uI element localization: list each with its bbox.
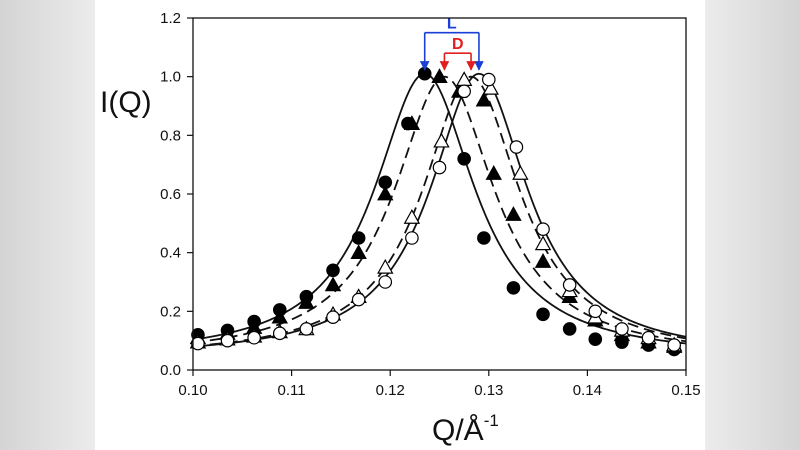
filled-triangles-marker (534, 253, 552, 268)
figure-panel (95, 0, 705, 450)
open-circles-marker (220, 333, 235, 348)
y-tick-label: 0.2 (160, 303, 181, 320)
open-triangles-marker (482, 79, 499, 95)
y-tick-label: 1.0 (160, 69, 181, 86)
x-tick-label: 0.12 (376, 382, 405, 399)
open-triangles-marker (403, 209, 421, 224)
x-tick-label: 0.10 (178, 382, 207, 399)
peak-annotations: LD (419, 16, 484, 71)
y-tick-label: 0.0 (160, 362, 181, 379)
open-circles-marker (562, 278, 577, 292)
filled-triangles-marker (475, 91, 493, 107)
filled-circles-marker (536, 307, 550, 322)
open-circles-marker (457, 84, 471, 99)
filled-triangles-marker (377, 185, 394, 201)
filled-circles-marker (477, 231, 491, 245)
filled-circles-marker (326, 263, 340, 278)
fit-curves (192, 72, 687, 348)
open-circles-marker (536, 222, 550, 236)
filled-triangles-marker (298, 294, 315, 309)
y-tick-label: 0.4 (160, 245, 181, 262)
open-circles-marker (615, 322, 629, 336)
open-circles-marker (481, 72, 496, 87)
x-tick-label: 0.11 (278, 382, 306, 399)
y-tick-label: 1.2 (160, 10, 181, 27)
filled-triangles-marker (485, 165, 502, 180)
filled-triangles-marker (324, 276, 342, 292)
open-triangles-marker (534, 235, 552, 251)
filled-triangles-marker (350, 244, 367, 260)
x-axis-label-main: Q/Å (432, 414, 484, 447)
x-axis-label-superscript: -1 (484, 411, 499, 430)
open-circles-marker (405, 231, 419, 245)
open-circles-marker (326, 310, 340, 324)
open-circles-marker (299, 322, 314, 336)
open-triangles-marker (377, 258, 394, 274)
x-axis-label: Q/Å-1 (432, 411, 499, 447)
open-circles-marker (667, 338, 681, 352)
x-tick-label: 0.14 (573, 382, 602, 399)
open-circles-marker (272, 326, 287, 341)
filled-circles-marker (562, 322, 577, 336)
y-tick-label: 0.8 (160, 127, 181, 144)
y-axis: 0.0 0.2 0.4 0.6 0.8 1.0 1.2 (160, 10, 193, 379)
filled-circles-marker (588, 332, 603, 346)
open-circles-marker (351, 292, 366, 307)
open-triangles-marker (433, 132, 450, 148)
filled-triangles-marker (431, 68, 448, 84)
fit-open-triangles (192, 75, 687, 347)
open-circles-marker (378, 275, 393, 289)
x-tick-label: 0.13 (474, 382, 503, 399)
y-tick-label: 0.6 (160, 186, 181, 203)
open-triangles-marker (455, 71, 473, 86)
x-axis: 0.10 0.11 0.12 0.13 0.14 0.15 (178, 370, 701, 399)
filled-circles-marker (457, 152, 471, 166)
open-circles-marker (247, 330, 261, 345)
open-circles-marker (432, 160, 447, 175)
filled-triangles-marker (505, 206, 522, 221)
open-triangles-marker (512, 165, 529, 180)
x-tick-label: 0.15 (671, 382, 700, 399)
filled-circles-marker (351, 231, 366, 245)
open-circles-marker (509, 140, 524, 154)
fit-filled-triangles (192, 75, 687, 344)
filled-triangles-marker (403, 115, 421, 130)
open-circles-marker (191, 336, 205, 351)
annotation-label-L: L (447, 16, 457, 33)
annotation-label-D: D (452, 36, 464, 53)
open-circles-marker (641, 330, 656, 345)
fit-filled-circles (192, 72, 687, 345)
filled-triangles-marker (271, 308, 288, 324)
fit-open-circles (192, 72, 687, 348)
data-markers (189, 66, 683, 357)
filled-circles-marker (506, 281, 521, 295)
open-circles-marker (588, 304, 603, 319)
y-axis-label: I(Q) (100, 86, 152, 119)
